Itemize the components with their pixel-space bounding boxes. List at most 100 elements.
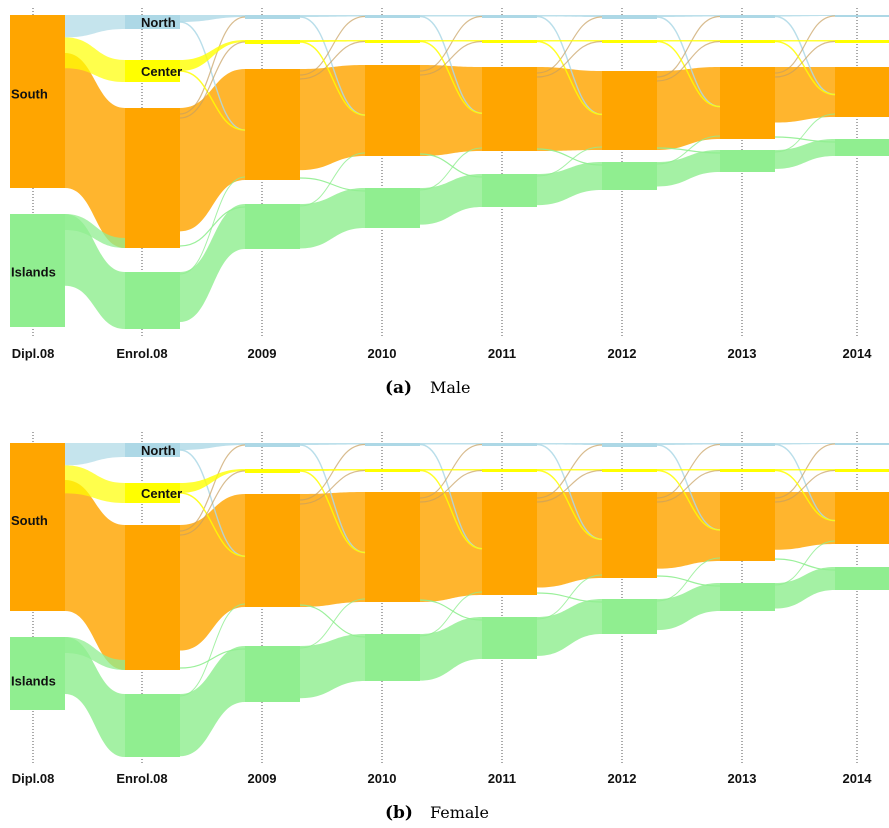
female-link-islands-south: [419, 591, 483, 637]
female-link-south-north: [179, 444, 246, 532]
male-link-center-south: [536, 40, 603, 116]
female-stage-label: Dipl.08: [12, 771, 55, 786]
male-flow-south: [537, 67, 602, 151]
female-flow-center: [775, 469, 835, 471]
female-link-north-south: [536, 443, 603, 540]
male-node-south-6: [720, 67, 775, 139]
female-stage-label: 2011: [488, 771, 516, 786]
male-flow-islands: [180, 204, 245, 322]
female-node-center-5: [602, 469, 657, 472]
male-node-center-4: [482, 40, 537, 43]
male-node-islands-5: [602, 162, 657, 190]
female-node-center-4: [482, 469, 537, 472]
male-node-label-north: North: [141, 15, 176, 30]
female-node-islands-3: [365, 634, 420, 681]
female-node-north-3: [365, 443, 420, 446]
male-link-south-north: [299, 15, 366, 76]
male-link-south-islands: [774, 136, 836, 143]
male-node-north-7: [835, 15, 889, 17]
female-node-center-3: [365, 469, 420, 472]
female-flow-south: [537, 492, 602, 588]
female-flow-center: [65, 465, 125, 503]
female-node-north-1: [125, 443, 180, 457]
male-node-center-2: [245, 40, 300, 44]
female-link-south-islands: [299, 604, 366, 638]
male-flow-north: [300, 15, 365, 17]
male-link-south-center: [179, 41, 246, 119]
male-node-center-3: [365, 40, 420, 43]
male-flow-north: [180, 15, 245, 22]
male-node-islands-2: [245, 204, 300, 249]
male-link-north-south: [179, 21, 246, 131]
female-flow-center: [657, 469, 720, 471]
male-link-center-south: [419, 40, 483, 114]
female-link-south-center: [419, 469, 483, 503]
female-node-north-4: [482, 443, 537, 446]
male-node-north-2: [245, 15, 300, 19]
female-node-islands-2: [245, 646, 300, 702]
female-link-center-south: [536, 469, 603, 540]
female-node-islands-4: [482, 617, 537, 659]
female-link-south-north: [774, 443, 836, 499]
female-flow-north: [657, 443, 720, 445]
female-flow-center: [537, 469, 602, 471]
male-stage-label: 2014: [843, 346, 873, 361]
male-flow-south: [657, 67, 720, 150]
female-stage-label: Enrol.08: [116, 771, 167, 786]
female-flow-north: [180, 443, 245, 450]
male-node-south-5: [602, 71, 657, 150]
female-node-label-south: South: [11, 513, 48, 528]
female-stage-label: 2014: [843, 771, 873, 786]
female-link-center-south: [419, 469, 483, 550]
male-node-center-7: [835, 40, 889, 43]
male-link-south-north: [179, 16, 246, 115]
female-node-north-6: [720, 443, 775, 446]
female-flow-south: [180, 494, 245, 651]
female-flow-islands: [420, 617, 482, 681]
female-node-center-1: [125, 483, 180, 503]
female-flow-islands: [65, 637, 125, 757]
female-link-south-center: [536, 469, 603, 503]
female-caption: Female: [430, 803, 489, 822]
male-flow-center: [657, 40, 720, 42]
male-node-center-6: [720, 40, 775, 43]
male-node-islands-7: [835, 139, 889, 156]
female-flow-north: [300, 443, 365, 445]
female-link-south-north: [299, 443, 366, 501]
male-node-south-4: [482, 67, 537, 151]
female-flow-south: [420, 492, 482, 602]
female-node-islands-0: [10, 637, 65, 710]
female-node-south-5: [602, 492, 657, 578]
female-flow-north: [537, 443, 602, 445]
male-flow-center: [180, 40, 245, 71]
female-link-south-islands: [656, 575, 721, 587]
male-link-south-north: [774, 15, 836, 74]
male-nodes: [10, 15, 889, 329]
male-link-islands-south: [299, 152, 366, 207]
male-link-north-south: [299, 16, 366, 116]
male-link-north-south: [774, 15, 836, 96]
male-link-islands-south: [419, 147, 483, 191]
female-node-center-6: [720, 469, 775, 472]
male-link-center-south: [774, 40, 836, 96]
female-link-north-south: [656, 444, 721, 531]
male-node-north-1: [125, 15, 180, 29]
male-link-south-center: [536, 40, 603, 78]
female-node-south-1: [125, 525, 180, 670]
female-alluvial-chart: South Islands North Center Dipl.08 Enrol.08 20…: [10, 432, 889, 786]
male-flow-center: [537, 40, 602, 42]
female-stage-label: 2009: [248, 771, 277, 786]
male-node-label-center: Center: [141, 64, 182, 79]
female-flow-islands: [537, 599, 602, 656]
male-node-south-0: [10, 15, 65, 188]
male-stage-label: 2011: [488, 346, 516, 361]
male-node-center-5: [602, 40, 657, 43]
female-link-center-south: [774, 469, 836, 522]
female-stage-label: 2010: [368, 771, 397, 786]
male-flow-center: [300, 40, 365, 42]
male-link-south-islands: [299, 177, 366, 192]
male-flow-south: [65, 53, 125, 249]
female-flow-center: [300, 469, 365, 471]
female-node-label-islands: Islands: [11, 674, 56, 689]
